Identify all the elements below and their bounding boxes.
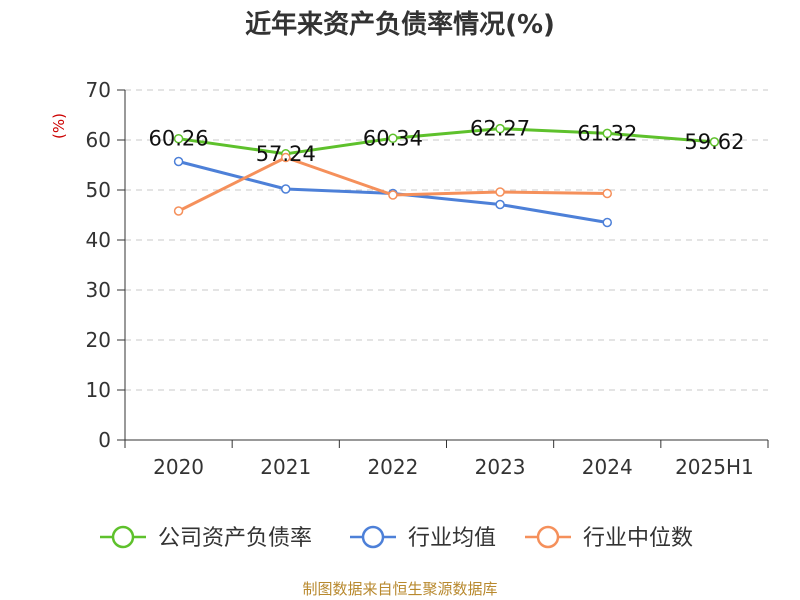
series-point — [388, 190, 398, 200]
legend-label: 行业中位数 — [583, 526, 693, 551]
data-label: 60.34 — [363, 126, 423, 150]
y-tick-label: 0 — [98, 428, 111, 452]
y-tick-label: 30 — [86, 278, 111, 302]
legend-label: 行业均值 — [408, 526, 496, 551]
legend-marker — [361, 525, 385, 549]
series-line-1 — [178, 127, 715, 156]
data-label: 57.24 — [256, 142, 316, 166]
y-tick-label: 60 — [86, 128, 111, 152]
series-point — [602, 217, 612, 228]
series-point — [281, 152, 291, 163]
series-point — [173, 206, 184, 216]
series-lines — [173, 123, 720, 228]
x-tick-label: 2021 — [260, 455, 311, 479]
series-point — [602, 128, 612, 139]
y-tick-label: 70 — [86, 78, 111, 102]
x-tick-label: 2024 — [582, 455, 633, 479]
chart-title: 近年来资产负债率情况(%) — [245, 10, 555, 40]
x-tick-label: 2023 — [475, 455, 526, 479]
legend: 公司资产负债率 行业均值 行业中位数 — [100, 525, 693, 551]
x-tick-label: 2022 — [367, 455, 418, 479]
series-line-3 — [177, 156, 608, 213]
data-label: 61.32 — [577, 121, 637, 145]
y-tick-label: 20 — [86, 328, 111, 352]
series-point — [173, 156, 184, 167]
source-note: 制图数据来自恒生聚源数据库 — [302, 580, 498, 598]
legend-label: 公司资产负债率 — [158, 526, 312, 551]
y-tick-label: 50 — [86, 178, 111, 202]
series-point — [495, 187, 505, 197]
series-point — [495, 199, 505, 210]
x-tick-label: 2025H1 — [675, 455, 754, 479]
x-tick-label: 2020 — [153, 455, 204, 479]
series-point — [388, 133, 398, 144]
y-tick-label: 40 — [86, 228, 111, 252]
series-point — [281, 184, 291, 194]
axes: 0 10 20 30 40 50 60 70 (%) 2020 2021 2022 2023 2024 20… — [50, 78, 769, 479]
legend-marker — [536, 525, 560, 549]
legend-marker — [111, 525, 135, 549]
series-point — [495, 123, 505, 134]
y-tick-label: 10 — [86, 378, 111, 402]
grid-lines — [125, 89, 768, 391]
series-point — [173, 133, 184, 144]
series-point — [602, 188, 612, 199]
y-axis-label: (%) — [50, 113, 68, 139]
data-labels: 60.26 57.24 60.34 62.27 61.32 59.62 — [149, 117, 745, 166]
data-label: 60.26 — [149, 127, 209, 151]
data-label: 62.27 — [470, 117, 530, 141]
series-point — [709, 137, 720, 147]
data-label: 59.62 — [684, 130, 744, 154]
